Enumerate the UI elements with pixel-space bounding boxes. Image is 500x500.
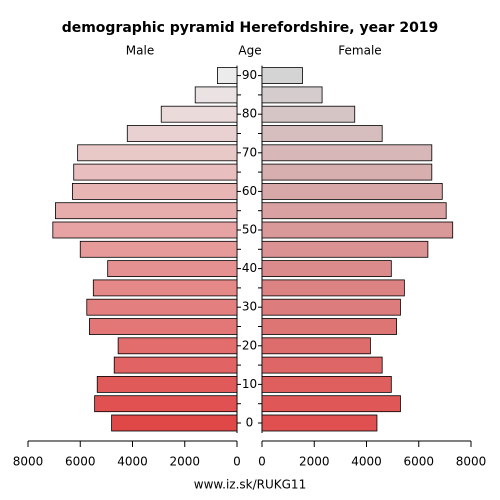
x-tick-label: 4000: [351, 455, 382, 469]
bar: [261, 414, 378, 432]
bar: [261, 240, 429, 258]
x-tick-label: 6000: [403, 455, 434, 469]
x-tick-label: 2000: [169, 455, 200, 469]
bar: [261, 375, 392, 393]
bar: [160, 105, 238, 123]
bar: [217, 67, 238, 84]
bar: [94, 395, 238, 413]
bar: [111, 414, 238, 432]
bar: [72, 182, 238, 200]
bar: [261, 105, 356, 123]
bar: [52, 221, 238, 239]
bar: [261, 163, 433, 181]
center-label: Age: [238, 44, 261, 58]
bar: [117, 337, 238, 355]
bar: [79, 240, 238, 258]
x-tick-label: 8000: [13, 455, 44, 469]
left-label: Male: [126, 44, 154, 58]
footer: www.iz.sk/RUKG11: [194, 478, 306, 492]
age-label: 50: [242, 223, 257, 237]
age-label: 0: [246, 416, 254, 430]
bar: [92, 279, 238, 297]
bar: [77, 144, 238, 162]
bar: [126, 125, 238, 142]
bar: [55, 202, 238, 220]
chart-title: demographic pyramid Herefordshire, year …: [62, 20, 439, 36]
age-label: 60: [242, 184, 257, 198]
bar: [261, 279, 405, 297]
bar: [194, 86, 238, 104]
bar: [261, 337, 371, 355]
bar: [88, 318, 238, 335]
bar: [261, 260, 392, 278]
x-tick-label: 6000: [65, 455, 96, 469]
age-label: 70: [242, 145, 257, 159]
bar: [261, 395, 401, 413]
age-label: 20: [242, 338, 257, 352]
bar: [261, 182, 443, 200]
x-tick-label: 4000: [117, 455, 148, 469]
bar: [96, 375, 238, 393]
right-label: Female: [338, 44, 381, 58]
bar: [261, 356, 383, 374]
bar: [107, 260, 238, 278]
age-label: 10: [242, 377, 257, 391]
bar: [261, 125, 383, 142]
bar: [261, 318, 397, 335]
bar: [86, 298, 238, 316]
bar: [261, 221, 454, 239]
bar: [261, 202, 447, 220]
age-label: 30: [242, 300, 257, 314]
age-label: 90: [242, 68, 257, 82]
age-label: 80: [242, 107, 257, 121]
age-label: 40: [242, 261, 257, 275]
x-tick-label: 0: [258, 455, 266, 469]
bar: [261, 144, 433, 162]
x-tick-label: 0: [233, 455, 241, 469]
bar: [73, 163, 238, 181]
x-tick-label: 2000: [299, 455, 330, 469]
x-tick-label: 8000: [456, 455, 487, 469]
bar: [261, 86, 323, 104]
bar: [261, 67, 303, 84]
bar: [261, 298, 401, 316]
bar: [113, 356, 238, 374]
